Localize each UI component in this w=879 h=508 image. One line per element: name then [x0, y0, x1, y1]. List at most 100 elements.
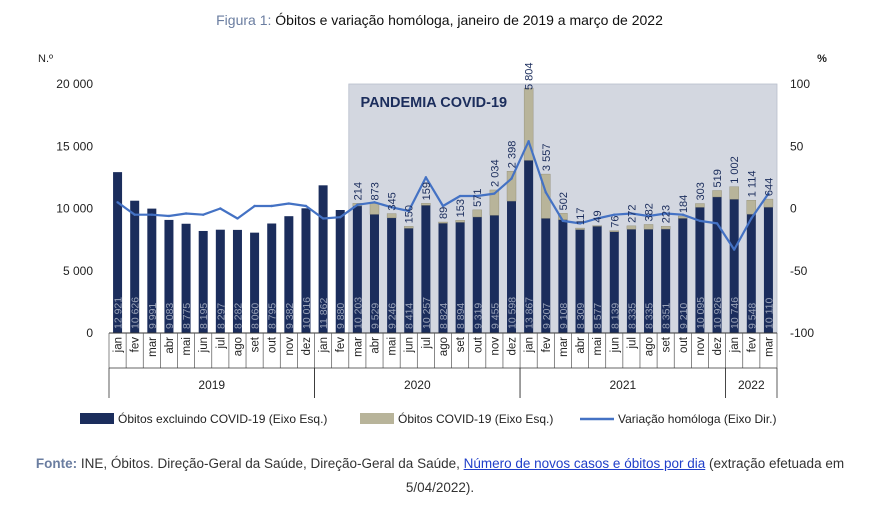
- x-month-label: out: [267, 336, 279, 353]
- covid-value-label: 3 557: [541, 144, 553, 172]
- x-month-label: jun: [404, 337, 416, 353]
- bar-value-label: 8 282: [232, 303, 244, 329]
- covid-value-label: 184: [678, 195, 690, 213]
- bar-covid: [695, 203, 705, 208]
- bar-value-label: 8 775: [181, 303, 193, 329]
- variation-point: [184, 212, 188, 215]
- bar-excl-covid: [301, 208, 311, 333]
- covid-value-label: 519: [712, 169, 724, 187]
- figure-title: Figura 1: Óbitos e variação homóloga, ja…: [0, 12, 879, 28]
- bar-excl-covid: [352, 205, 362, 333]
- x-month-label: abr: [575, 337, 587, 354]
- x-month-label: jun: [198, 337, 210, 353]
- bar-excl-covid: [284, 216, 294, 333]
- bar-excl-covid: [507, 201, 517, 333]
- bar-covid: [472, 209, 482, 218]
- covid-value-label: 345: [387, 192, 399, 210]
- bar-excl-covid: [541, 218, 551, 333]
- variation-point: [698, 219, 702, 223]
- bar-value-label: 9 548: [746, 303, 758, 329]
- deaths-chart: PANDEMIA COVID-19 N.º % 0 5 000 10 000 15 000…: [38, 53, 827, 426]
- x-month-label: fev: [541, 337, 553, 353]
- bar-value-label: 10 110: [763, 298, 775, 329]
- bar-covid: [455, 220, 465, 223]
- bar-value-label: 10 016: [301, 297, 313, 329]
- bar-covid: [489, 189, 500, 216]
- covid-value-label: 303: [695, 182, 707, 200]
- variation-point: [167, 214, 171, 218]
- bar-value-label: 8 309: [575, 303, 587, 329]
- variation-point: [253, 204, 256, 208]
- variation-point: [595, 217, 599, 220]
- y-right-tick-label: -100: [790, 326, 814, 340]
- variation-point: [236, 217, 239, 220]
- figure-title-lead: Figura 1:: [216, 12, 272, 28]
- covid-value-label: 117: [575, 208, 587, 226]
- bar-value-label: 9 210: [678, 303, 690, 329]
- bar-excl-covid: [729, 199, 739, 333]
- bar-value-label: 10 203: [352, 297, 364, 329]
- covid-value-label: 76: [609, 215, 621, 227]
- bar-excl-covid: [489, 215, 499, 333]
- covid-value-label: 223: [661, 205, 673, 223]
- variation-point: [339, 216, 342, 219]
- x-month-label: fev: [335, 337, 347, 353]
- variation-point: [544, 191, 547, 194]
- bar-value-label: 10 095: [695, 297, 707, 329]
- x-month-label: jan: [729, 337, 741, 353]
- bar-value-label: 9 991: [147, 303, 159, 329]
- variation-point: [527, 140, 530, 143]
- bar-excl-covid: [661, 229, 671, 333]
- bar-covid: [763, 198, 774, 208]
- y-left-tick-label: 10 000: [56, 202, 93, 216]
- x-month-label: dez: [507, 337, 519, 356]
- x-month-label: ago: [644, 337, 656, 356]
- variation-point: [561, 219, 565, 223]
- y-right-tick-label: 100: [790, 77, 810, 91]
- x-month-label: out: [678, 336, 690, 353]
- x-month-label: nov: [695, 337, 707, 356]
- variation-point: [373, 201, 376, 204]
- bar-excl-covid: [763, 207, 773, 333]
- bar-value-label: 10 746: [729, 297, 741, 329]
- bar-value-label: 10 626: [130, 297, 142, 329]
- variation-point: [630, 212, 633, 215]
- bar-value-label: 8 139: [609, 303, 621, 329]
- source-lead: Fonte:: [35, 456, 78, 471]
- bar-excl-covid: [318, 185, 328, 333]
- x-month-label: set: [661, 336, 673, 352]
- bar-covid: [386, 213, 397, 219]
- source-link[interactable]: Número de novos casos e óbitos por dia: [463, 456, 706, 471]
- bar-value-label: 8 297: [215, 303, 227, 329]
- y-right-tick-label: 0: [790, 202, 797, 216]
- covid-value-label: 214: [352, 182, 364, 200]
- covid-value-label: 382: [644, 203, 656, 221]
- legend-swatch-excl: [80, 413, 114, 424]
- x-year-label: 2020: [404, 378, 431, 392]
- x-month-label: set: [250, 336, 262, 352]
- x-month-label: fev: [130, 337, 142, 353]
- bar-value-label: 8 824: [438, 303, 450, 329]
- variation-point: [476, 194, 479, 198]
- bar-covid: [609, 230, 619, 232]
- x-month-label: mai: [387, 337, 399, 356]
- x-month-label: mar: [352, 337, 364, 357]
- bar-excl-covid: [130, 200, 140, 333]
- variation-point: [202, 213, 205, 216]
- bar-value-label: 8 414: [404, 303, 416, 329]
- source-note: Fonte: INE, Óbitos. Direção-Geral da Saú…: [30, 452, 850, 500]
- bar-covid: [729, 186, 739, 200]
- bar-value-label: 8 060: [250, 303, 262, 329]
- variation-point: [493, 192, 496, 195]
- bar-excl-covid: [215, 229, 225, 333]
- bar-excl-covid: [250, 232, 260, 333]
- bar-value-label: 10 926: [712, 297, 724, 329]
- bar-covid: [746, 200, 757, 215]
- x-month-label: mar: [558, 337, 570, 357]
- bar-covid: [369, 203, 380, 215]
- x-month-label: ago: [438, 337, 450, 356]
- bar-covid: [575, 227, 585, 230]
- x-month-label: nov: [489, 337, 501, 356]
- bar-value-label: 9 083: [164, 303, 176, 329]
- variation-point: [321, 217, 325, 220]
